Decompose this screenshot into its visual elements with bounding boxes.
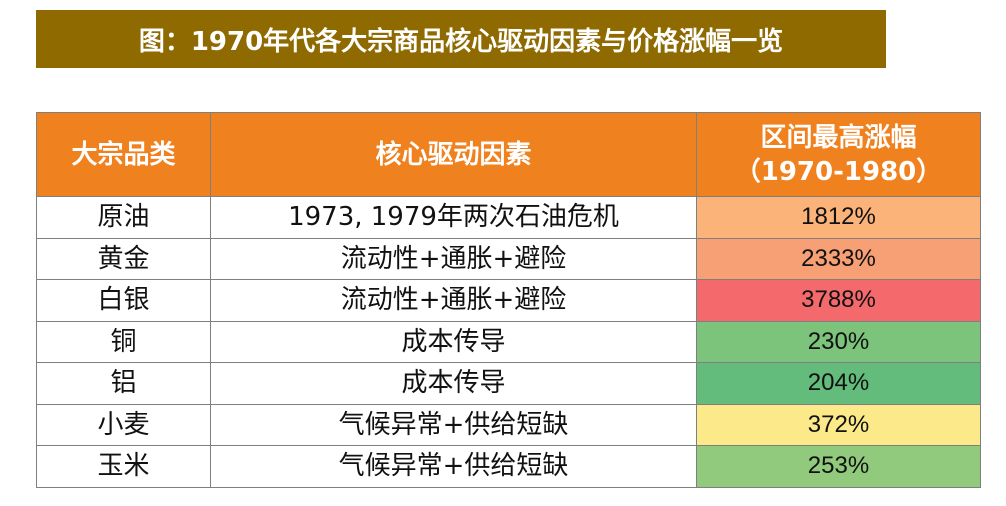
table-row: 原油 1973, 1979年两次石油危机 1812% — [36, 196, 981, 239]
cell-driver: 流动性+通胀+避险 — [210, 279, 697, 322]
header-increase: 区间最高涨幅 （1970-1980） — [696, 112, 981, 197]
cell-increase: 372% — [696, 403, 981, 446]
cell-category: 黄金 — [36, 237, 211, 280]
table-row: 白银 流动性+通胀+避险 3788% — [36, 279, 981, 322]
cell-category: 铜 — [36, 320, 211, 363]
commodity-table-container: 大宗品类 核心驱动因素 区间最高涨幅 （1970-1980） 原油 1973, … — [36, 112, 981, 488]
cell-category: 铝 — [36, 362, 211, 405]
table-row: 玉米 气候异常+供给短缺 253% — [36, 445, 981, 488]
cell-driver: 气候异常+供给短缺 — [210, 445, 697, 488]
header-increase-line1: 区间最高涨幅 — [760, 122, 917, 153]
header-category: 大宗品类 — [36, 112, 211, 197]
header-increase-line2: （1970-1980） — [734, 156, 943, 187]
page-title: 图：1970年代各大宗商品核心驱动因素与价格涨幅一览 — [36, 10, 886, 68]
cell-category: 小麦 — [36, 403, 211, 446]
cell-increase: 253% — [696, 445, 981, 488]
cell-driver: 气候异常+供给短缺 — [210, 403, 697, 446]
cell-driver: 成本传导 — [210, 362, 697, 405]
table-row: 黄金 流动性+通胀+避险 2333% — [36, 237, 981, 280]
cell-driver: 成本传导 — [210, 320, 697, 363]
header-driver: 核心驱动因素 — [210, 112, 697, 197]
cell-increase: 230% — [696, 320, 981, 363]
cell-increase: 2333% — [696, 237, 981, 280]
cell-increase: 3788% — [696, 279, 981, 322]
table-header-row: 大宗品类 核心驱动因素 区间最高涨幅 （1970-1980） — [36, 112, 981, 197]
cell-increase: 1812% — [696, 196, 981, 239]
table-row: 铝 成本传导 204% — [36, 362, 981, 405]
cell-category: 玉米 — [36, 445, 211, 488]
table-row: 小麦 气候异常+供给短缺 372% — [36, 403, 981, 446]
cell-category: 白银 — [36, 279, 211, 322]
cell-category: 原油 — [36, 196, 211, 239]
cell-increase: 204% — [696, 362, 981, 405]
table-row: 铜 成本传导 230% — [36, 320, 981, 363]
cell-driver: 流动性+通胀+避险 — [210, 237, 697, 280]
cell-driver: 1973, 1979年两次石油危机 — [210, 196, 697, 239]
commodity-table: 大宗品类 核心驱动因素 区间最高涨幅 （1970-1980） 原油 1973, … — [36, 112, 981, 488]
